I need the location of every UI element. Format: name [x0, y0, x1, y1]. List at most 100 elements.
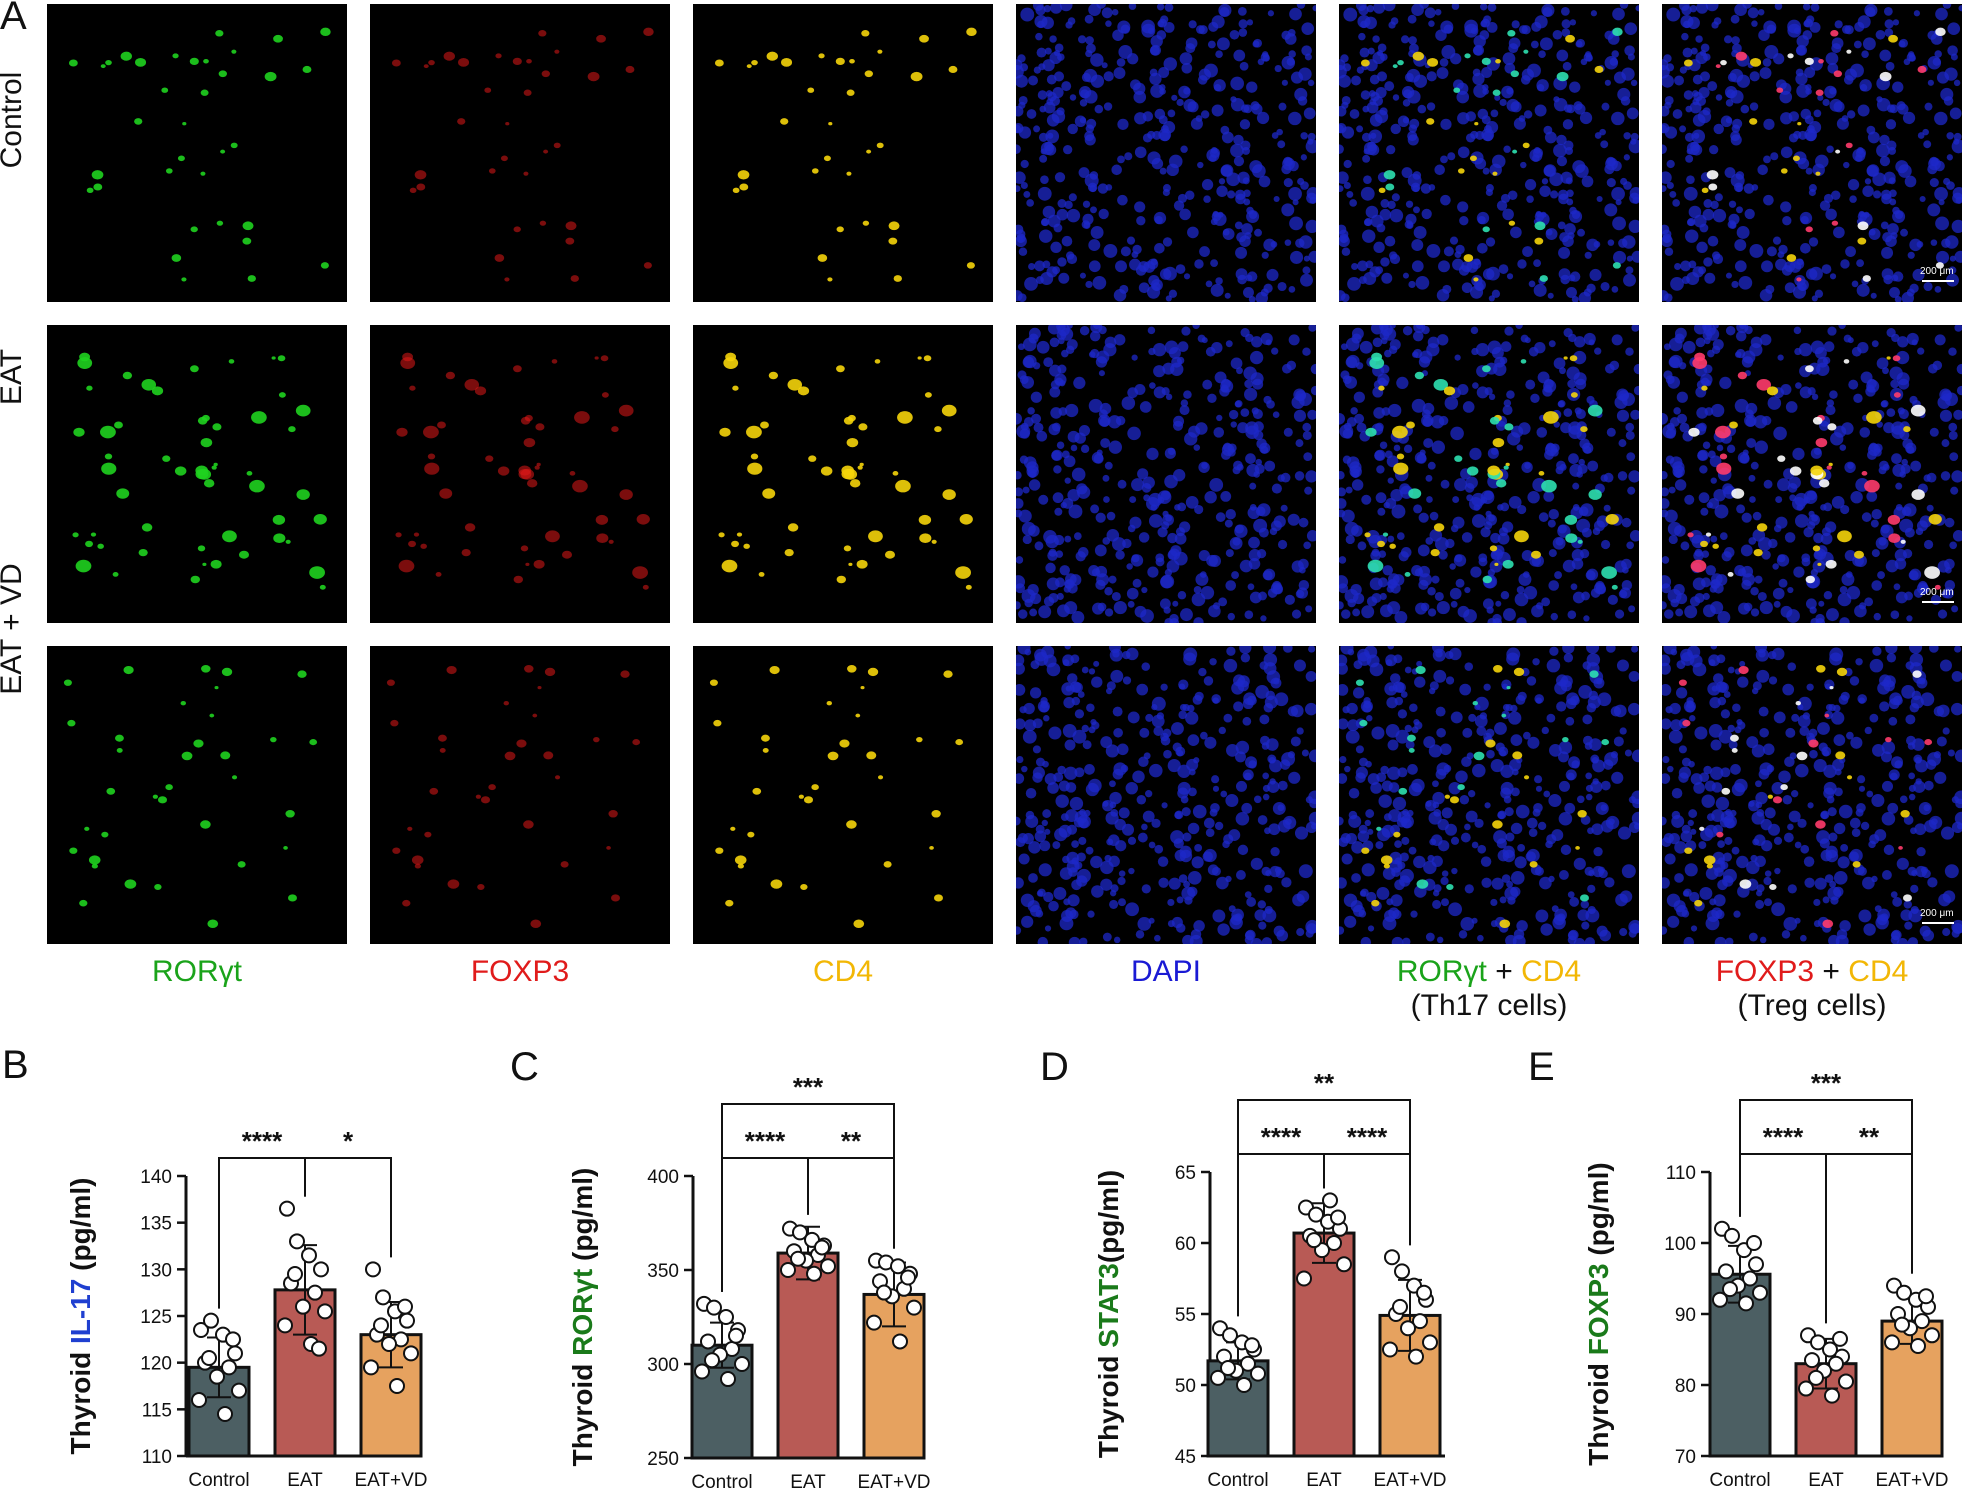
data-point [696, 1295, 712, 1312]
micrograph-tile-r1-c3 [1016, 325, 1316, 623]
channel-label-part: DAPI [1130, 955, 1202, 988]
micrograph-tile-r2-c4 [1339, 646, 1639, 944]
data-point [397, 1298, 413, 1315]
panel-letter-a: A [0, 0, 27, 38]
data-point [1914, 1313, 1930, 1330]
data-point [902, 1265, 918, 1282]
channel-sublabel: (Treg cells) [1737, 989, 1887, 1022]
x-tick-label: EAT+VD [1875, 1470, 1948, 1491]
data-point [724, 1340, 740, 1357]
data-point [868, 1252, 884, 1269]
data-point [1236, 1377, 1252, 1393]
data-point [1298, 1199, 1314, 1216]
data-point [301, 1247, 317, 1264]
y-tick-label: 115 [142, 1400, 172, 1421]
significance-bracket [1237, 1099, 1411, 1317]
micrograph-tile-r0-c4 [1339, 4, 1639, 302]
bar-eat-vd [862, 1292, 926, 1460]
micrograph-tile-r2-c5: 200 μm [1662, 646, 1962, 944]
y-tick-label: 90 [1675, 1305, 1696, 1326]
micrograph-tile-r0-c1 [370, 4, 670, 302]
micrograph-tile-r0-c2 [693, 4, 993, 302]
y-tick-label: 130 [140, 1260, 172, 1281]
x-tick-label: Control [1207, 1470, 1268, 1491]
data-point [1894, 1316, 1910, 1333]
bar-eat-vd [1880, 1319, 1944, 1458]
channel-label-1: FOXP3 [350, 955, 690, 989]
micrograph-tile-r1-c4 [1339, 325, 1639, 623]
significance-bracket [807, 1157, 895, 1249]
data-point [1822, 1341, 1838, 1358]
channel-label-2: CD4 [673, 955, 1013, 989]
data-point [728, 1327, 744, 1344]
y-tick-label: 70 [1675, 1447, 1696, 1468]
y-tick-label: 140 [140, 1167, 172, 1188]
row-label-control: Control [0, 71, 28, 169]
y-axis-label-prefix: Thyroid [567, 1356, 598, 1466]
panel-letter-e: E [1528, 1045, 1555, 1089]
y-tick-label: 45 [1175, 1447, 1196, 1468]
data-point [884, 1288, 900, 1305]
data-point [1908, 1291, 1924, 1308]
data-point [1382, 1341, 1398, 1358]
data-point [1816, 1362, 1832, 1379]
scale-bar-label: 200 μm [1920, 908, 1954, 919]
data-point [892, 1333, 908, 1350]
data-point [307, 1284, 323, 1301]
data-point [363, 1359, 379, 1376]
data-point [814, 1239, 830, 1256]
data-point [816, 1237, 832, 1254]
data-point [780, 1262, 796, 1278]
data-point [712, 1346, 728, 1363]
y-axis-label-suffix: (pg/ml) [1583, 1162, 1614, 1263]
bar-eat [776, 1251, 840, 1460]
micrograph-tile-r1-c5: 200 μm [1662, 325, 1962, 623]
y-tick-label: 60 [1175, 1234, 1196, 1255]
channel-label-part: RORγt [1396, 955, 1487, 988]
data-point [373, 1317, 389, 1334]
channel-label-part: + [1814, 955, 1849, 988]
micrograph-tile-r0-c0 [47, 4, 347, 302]
y-tick-label: 250 [647, 1449, 679, 1470]
channel-label-part: CD4 [812, 955, 873, 988]
data-point [313, 1261, 329, 1278]
data-point [1910, 1337, 1926, 1354]
data-point [1748, 1256, 1764, 1273]
data-point [311, 1340, 327, 1357]
significance-label: ** [841, 1126, 862, 1156]
data-point [1924, 1327, 1940, 1344]
y-axis-label-marker: STAT3 [1093, 1263, 1124, 1348]
data-point [1308, 1206, 1324, 1223]
panel-letter-d: D [1040, 1045, 1069, 1089]
data-point [1306, 1232, 1322, 1249]
significance-bracket [721, 1157, 809, 1292]
data-point [1326, 1235, 1342, 1251]
data-point [1216, 1348, 1232, 1365]
data-point [287, 1266, 303, 1282]
data-point [1330, 1209, 1346, 1226]
data-point [289, 1233, 305, 1250]
data-point [393, 1331, 409, 1348]
data-point [1228, 1362, 1244, 1379]
significance-bracket [1739, 1153, 1827, 1324]
data-point [215, 1326, 231, 1343]
significance-label: *** [793, 1072, 824, 1102]
micrograph-tile-r2-c0 [47, 646, 347, 944]
data-point [1738, 1295, 1754, 1312]
data-point [1808, 1369, 1824, 1386]
data-point [381, 1336, 397, 1352]
data-point [1824, 1387, 1840, 1404]
micrograph-tile-r2-c1 [370, 646, 670, 944]
x-tick-label: EAT [1808, 1470, 1844, 1491]
panel-letter-c: C [510, 1045, 539, 1089]
data-point [231, 1382, 247, 1399]
panel-letter-b: B [2, 1043, 29, 1087]
data-point [1718, 1263, 1734, 1280]
data-point [1320, 1213, 1336, 1230]
data-point [1220, 1359, 1236, 1376]
bar-control [1708, 1272, 1772, 1458]
y-axis-label-marker: RORγt [567, 1269, 598, 1356]
bar-control [1206, 1359, 1270, 1458]
y-axis-label-marker: FOXP3 [1583, 1263, 1614, 1355]
y-tick-label: 125 [140, 1307, 172, 1328]
